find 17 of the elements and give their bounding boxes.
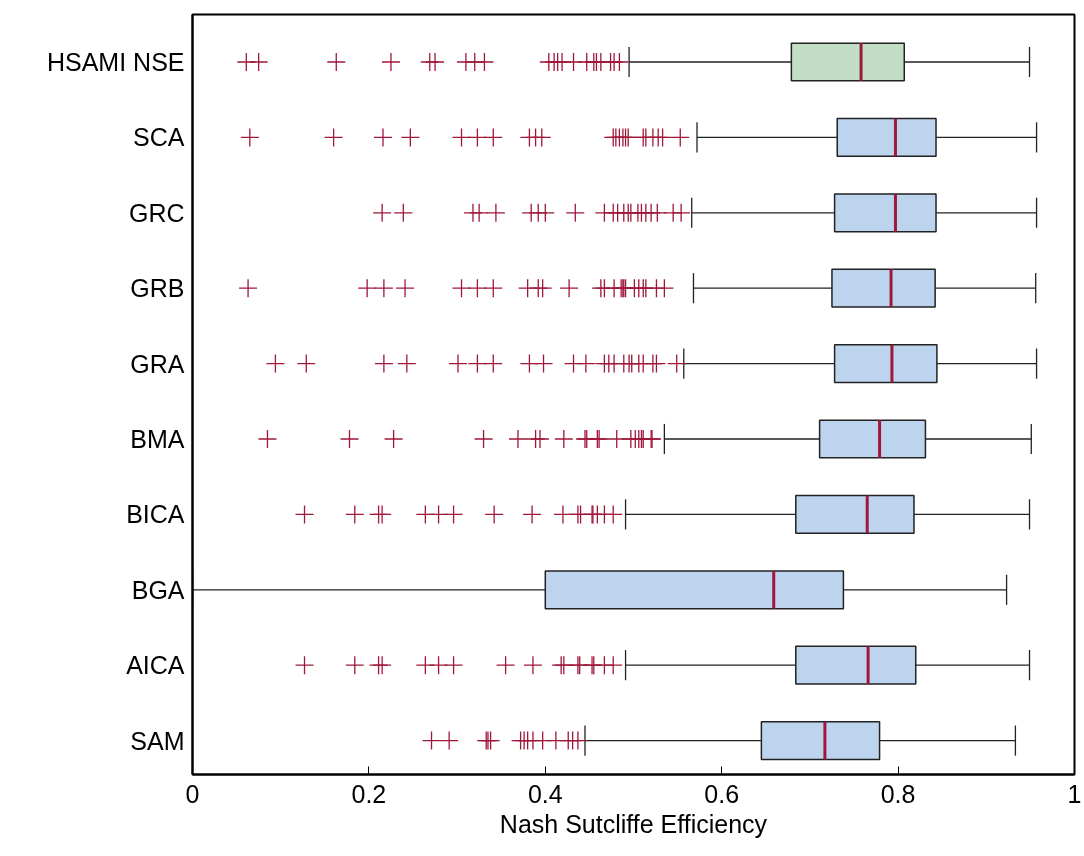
y-tick-label: GRA [130,349,185,378]
x-tick-label: 0.8 [880,779,916,808]
y-tick-label: GRB [130,274,185,303]
x-tick-label: 0.6 [704,779,740,808]
y-tick-label: GRC [128,198,185,227]
y-tick-label: SCA [133,123,185,152]
y-tick-label: BMA [130,424,185,453]
x-tick-label: 0.2 [351,779,387,808]
y-tick-label: AICA [126,651,185,680]
y-tick-label: HSAMI NSE [46,48,185,76]
y-tick-label: SAM [130,726,185,755]
x-tick-label: 0 [185,779,200,808]
x-tick-label: 0.4 [527,779,563,808]
x-tick-label: 1 [1067,779,1082,808]
x-axis-title: Nash Sutcliffe Efficiency [499,809,768,838]
y-tick-label: BICA [126,500,185,529]
y-tick-label: BGA [131,575,185,604]
